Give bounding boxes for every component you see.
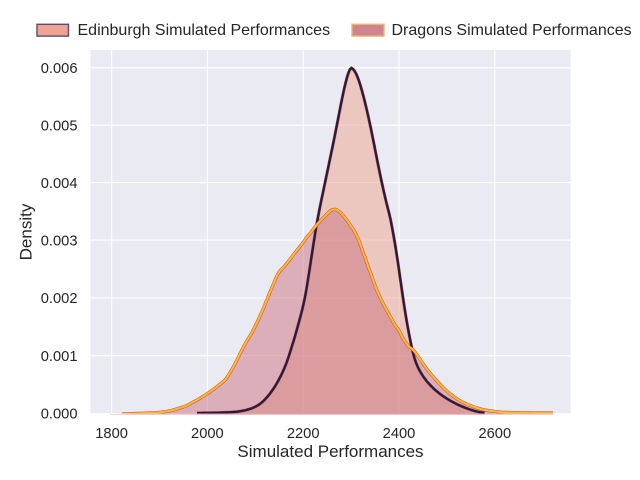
svg-text:0.003: 0.003 (41, 233, 78, 249)
svg-text:2200: 2200 (287, 426, 320, 442)
svg-text:0.000: 0.000 (41, 406, 78, 422)
svg-text:2600: 2600 (478, 426, 511, 442)
svg-text:0.004: 0.004 (41, 176, 78, 192)
svg-text:Dragons Simulated Performances: Dragons Simulated Performances (392, 22, 632, 39)
svg-text:Density: Density (17, 203, 36, 260)
svg-text:0.005: 0.005 (41, 118, 78, 134)
svg-text:1800: 1800 (95, 426, 128, 442)
svg-text:2400: 2400 (383, 426, 416, 442)
svg-text:2000: 2000 (191, 426, 224, 442)
svg-text:0.001: 0.001 (41, 349, 78, 365)
svg-text:0.006: 0.006 (41, 61, 78, 77)
svg-text:Simulated Performances: Simulated Performances (237, 442, 423, 461)
svg-text:Edinburgh Simulated Performanc: Edinburgh Simulated Performances (78, 22, 331, 39)
svg-text:0.002: 0.002 (41, 291, 78, 307)
